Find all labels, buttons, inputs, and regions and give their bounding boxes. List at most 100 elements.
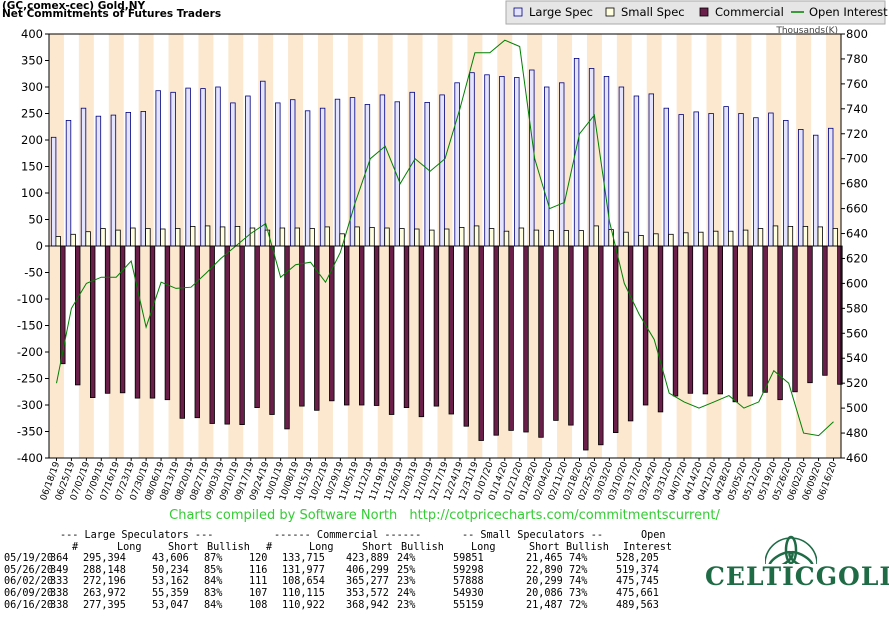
y-tick-label: -300 xyxy=(17,398,43,412)
commercial-bar xyxy=(373,245,380,406)
large-spec-bar xyxy=(678,114,684,247)
small-spec-bar xyxy=(578,230,584,247)
small-spec-bar xyxy=(399,228,405,247)
chart-title-line2: Net Commitments of Futures Traders xyxy=(2,8,222,20)
row-s-short: 21,465 xyxy=(526,553,563,565)
small-spec-bar xyxy=(85,231,91,247)
row-long: 288,148 xyxy=(83,564,126,576)
y2-tick-label: 620 xyxy=(846,251,868,265)
small-spec-bar xyxy=(757,228,764,247)
small-spec-bar xyxy=(698,231,704,247)
commercial-bar xyxy=(792,245,798,393)
row-c-long: 131,977 xyxy=(282,564,325,576)
small-spec-bar xyxy=(458,226,465,247)
commercial-bar xyxy=(269,245,275,415)
small-spec-bar xyxy=(473,225,480,247)
row-c-short: 368,942 xyxy=(346,599,389,611)
y-tick-label: -200 xyxy=(17,345,43,359)
commercial-bar xyxy=(762,245,768,393)
small-spec-bar xyxy=(683,232,689,247)
y2-tick-label: 800 xyxy=(846,27,868,41)
row-c-long: 110,922 xyxy=(282,599,325,611)
legend-large-spec: Large Spec xyxy=(529,5,593,19)
row-oi: 528,205 xyxy=(616,553,659,565)
hdr-c-long: Long xyxy=(309,541,334,553)
credit-url[interactable]: http://cotpricecharts.com/commitmentscur… xyxy=(409,508,720,523)
large-spec-bar xyxy=(125,112,131,247)
row-c-count: 107 xyxy=(249,587,268,599)
row-c-bullish: 25% xyxy=(397,564,416,576)
large-spec-bar xyxy=(170,91,176,247)
row-c-short: 365,277 xyxy=(346,576,389,588)
large-spec-bar xyxy=(334,98,341,247)
commercial-bar xyxy=(209,245,215,424)
row-bullish: 85% xyxy=(204,564,223,576)
commercial-bar xyxy=(90,245,96,399)
commercial-bar xyxy=(732,245,738,403)
row-c-count: 111 xyxy=(249,576,268,588)
small-spec-bar xyxy=(354,226,360,247)
row-c-long: 133,715 xyxy=(282,553,325,565)
commercial-bar xyxy=(627,245,634,422)
row-s-long: 59298 xyxy=(453,564,484,576)
small-spec-bar xyxy=(548,230,554,247)
row-count: 349 xyxy=(50,564,69,576)
y-tick-label: 400 xyxy=(21,27,43,41)
y2-tick-label: 660 xyxy=(846,202,868,216)
commercial-bar xyxy=(672,245,679,397)
small-spec-bar xyxy=(219,226,226,247)
small-spec-bar xyxy=(623,231,629,247)
row-s-long: 54930 xyxy=(453,587,484,599)
commercial-bar xyxy=(299,245,305,407)
hdr-s-long: Long xyxy=(471,541,496,553)
row-s-long: 55159 xyxy=(453,599,484,611)
large-spec-bar xyxy=(738,113,744,247)
y-tick-label: 350 xyxy=(21,54,43,68)
celticgold-logo: CELTICGOLD xyxy=(703,532,889,617)
commercial-bar xyxy=(613,245,619,434)
row-c-long: 108,654 xyxy=(282,576,325,588)
commercial-bar xyxy=(538,245,544,438)
commercial-bar xyxy=(164,245,171,401)
row-date: 05/26/20 xyxy=(4,564,54,576)
commercial-bar xyxy=(837,245,843,385)
row-count: 333 xyxy=(50,576,69,588)
y-tick-label: -150 xyxy=(17,319,43,333)
small-spec-bar xyxy=(742,229,749,247)
large-spec-bar xyxy=(155,90,161,247)
small-spec-bar xyxy=(70,233,76,247)
large-spec-bar xyxy=(80,107,87,247)
hdr-c-bullish: Bullish xyxy=(401,541,444,553)
commercial-bar xyxy=(433,245,440,407)
large-spec-bar xyxy=(603,76,610,247)
small-spec-bar xyxy=(160,228,166,247)
row-s-bullish: 74% xyxy=(569,576,588,588)
large-spec-bar xyxy=(439,94,445,247)
small-spec-bar xyxy=(294,227,300,247)
large-spec-bar xyxy=(349,97,356,247)
row-s-bullish: 73% xyxy=(569,587,588,599)
small-spec-bar xyxy=(817,226,823,247)
commercial-bar xyxy=(777,245,783,401)
y2-tick-label: 720 xyxy=(846,127,868,141)
row-s-bullish: 74% xyxy=(569,553,588,565)
large-spec-bar xyxy=(633,95,640,247)
large-spec-bar xyxy=(319,107,326,247)
row-bullish: 83% xyxy=(204,587,223,599)
y2-tick-label: 560 xyxy=(846,326,868,340)
y-tick-label: -250 xyxy=(17,372,43,386)
large-spec-bar xyxy=(140,111,146,247)
large-spec-bar xyxy=(230,102,236,247)
row-bullish: 84% xyxy=(204,576,223,588)
row-bullish: 87% xyxy=(204,553,223,565)
small-spec-bar xyxy=(787,225,794,247)
commercial-bar xyxy=(702,245,709,395)
commercial-bar xyxy=(134,245,141,399)
small-spec-bar xyxy=(668,233,674,247)
y-tick-label: 250 xyxy=(21,107,43,121)
y2-tick-label: 540 xyxy=(846,351,868,365)
commercial-bar xyxy=(717,245,723,395)
y-tick-label: 100 xyxy=(21,186,43,200)
commercial-bar xyxy=(598,245,604,446)
commercial-bar xyxy=(508,245,514,431)
